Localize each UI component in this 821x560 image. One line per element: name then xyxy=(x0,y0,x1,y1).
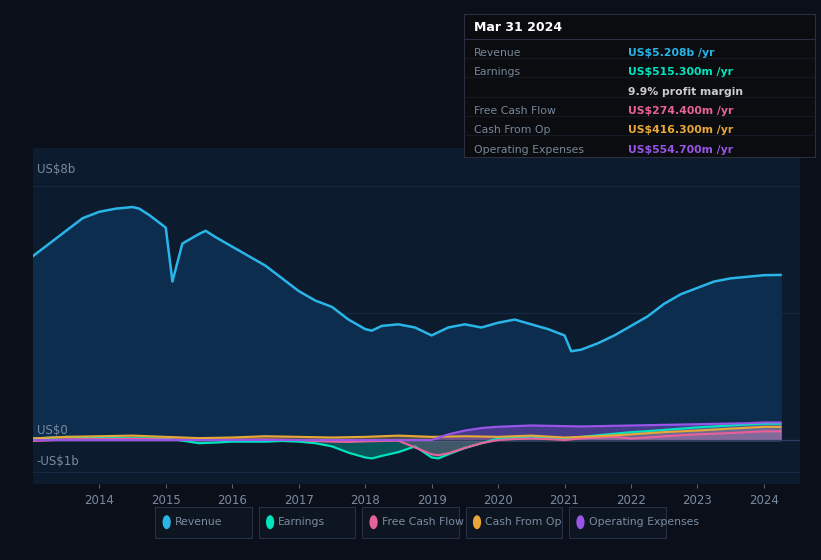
Text: Earnings: Earnings xyxy=(474,67,521,77)
Text: -US$1b: -US$1b xyxy=(37,455,80,468)
Text: Free Cash Flow: Free Cash Flow xyxy=(474,106,556,116)
Text: US$0: US$0 xyxy=(37,424,67,437)
Text: Operating Expenses: Operating Expenses xyxy=(589,517,699,527)
Text: Free Cash Flow: Free Cash Flow xyxy=(382,517,464,527)
Text: Cash From Op: Cash From Op xyxy=(474,125,550,136)
Text: Revenue: Revenue xyxy=(474,48,521,58)
Text: US$515.300m /yr: US$515.300m /yr xyxy=(628,67,733,77)
Text: US$8b: US$8b xyxy=(37,164,75,176)
Text: US$554.700m /yr: US$554.700m /yr xyxy=(628,144,733,155)
Text: US$416.300m /yr: US$416.300m /yr xyxy=(628,125,733,136)
Text: Operating Expenses: Operating Expenses xyxy=(474,144,584,155)
Text: US$5.208b /yr: US$5.208b /yr xyxy=(628,48,714,58)
Text: US$274.400m /yr: US$274.400m /yr xyxy=(628,106,733,116)
Text: Earnings: Earnings xyxy=(278,517,325,527)
Text: Mar 31 2024: Mar 31 2024 xyxy=(474,21,562,34)
Text: Cash From Op: Cash From Op xyxy=(485,517,562,527)
Text: 9.9% profit margin: 9.9% profit margin xyxy=(628,87,743,97)
Text: Revenue: Revenue xyxy=(175,517,222,527)
